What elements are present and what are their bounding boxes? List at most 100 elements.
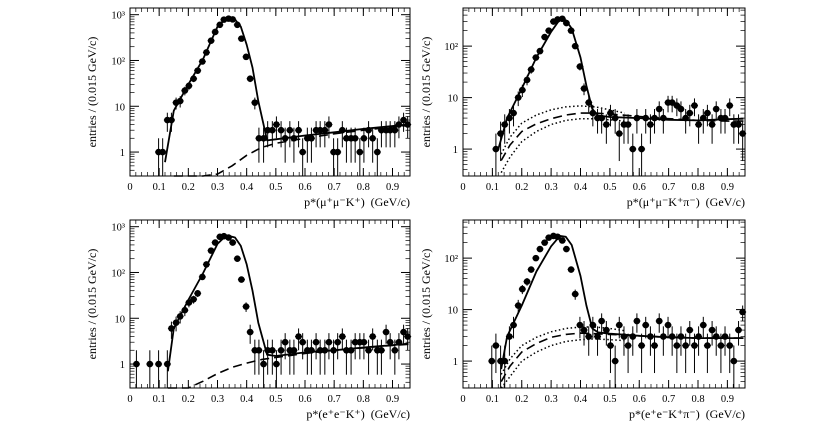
data-point: [735, 326, 742, 334]
data-point: [273, 360, 280, 368]
total-fit-line: [500, 234, 744, 370]
data-point: [334, 338, 341, 346]
data-point: [251, 99, 259, 106]
x-tick-label: 0.6: [633, 394, 646, 405]
data-point: [699, 321, 707, 329]
x-tick-label: 0: [127, 182, 132, 193]
y-axis-label: entries / (0.015 GeV/c): [85, 37, 99, 148]
data-point: [374, 148, 381, 156]
data-point: [514, 302, 522, 309]
data-point: [633, 317, 641, 325]
data-point: [523, 278, 531, 285]
background-dashed-line: [500, 332, 744, 382]
data-point: [651, 342, 658, 349]
plot-frame: [129, 219, 411, 389]
data-point: [532, 254, 540, 262]
data-point: [321, 126, 329, 134]
data-point: [286, 126, 294, 134]
data-point: [691, 102, 698, 109]
data-point: [356, 148, 364, 156]
data-point: [647, 121, 654, 128]
data-point: [255, 346, 263, 354]
y-axis-label: entries / (0.015 GeV/c): [419, 37, 433, 148]
y-tick-label: 10²: [111, 268, 125, 279]
data-point: [238, 276, 245, 283]
data-point: [642, 321, 650, 329]
y-tick-label: 10²: [444, 254, 458, 265]
data-point: [325, 338, 333, 346]
data-point: [708, 326, 716, 334]
data-point: [686, 326, 694, 334]
data-point: [255, 134, 263, 142]
total-fit-line: [497, 18, 744, 150]
plot-frame: [462, 7, 746, 177]
data-point: [378, 346, 385, 354]
x-tick-label: 0: [460, 182, 465, 193]
data-point: [717, 342, 725, 349]
x-tick-label: 0.4: [574, 182, 588, 193]
data-point: [190, 295, 197, 303]
x-tick-label: 0.9: [721, 182, 734, 193]
data-points: [492, 15, 747, 176]
x-axis-label: p*(e⁺e⁻K⁺π⁻) (GeV/c): [629, 407, 745, 421]
data-point: [277, 126, 285, 134]
data-point: [730, 121, 738, 128]
x-tick-label: 0.5: [269, 394, 282, 405]
x-tick-label: 0.3: [211, 394, 224, 405]
data-point: [655, 317, 663, 325]
data-point: [277, 346, 285, 354]
x-tick-label: 0.3: [545, 394, 558, 405]
data-point: [260, 360, 267, 368]
x-tick-label: 0.8: [691, 394, 704, 405]
data-point: [260, 134, 267, 142]
data-point: [146, 360, 154, 368]
y-tick-label: 10³: [111, 11, 125, 22]
background-dotted-line: [500, 326, 625, 375]
x-tick-label: 0.3: [211, 182, 224, 193]
x-tick-label: 0.7: [662, 394, 675, 405]
data-point: [527, 266, 535, 273]
data-point: [664, 321, 672, 329]
data-point: [558, 237, 566, 244]
x-tick-label: 0: [460, 394, 465, 405]
data-point: [391, 346, 399, 354]
background-dashed-line: [173, 124, 409, 177]
x-tick-label: 0.4: [240, 394, 254, 405]
data-point: [624, 121, 632, 128]
data-point: [580, 85, 588, 92]
x-tick-label: 0: [127, 394, 132, 405]
data-point: [704, 109, 711, 117]
x-axis-label: p*(e⁺e⁻K⁺) (GeV/c): [306, 407, 410, 421]
x-axis-label: p*(μ⁺μ⁻K⁺π⁻) (GeV/c): [627, 195, 745, 209]
data-point: [695, 121, 702, 128]
data-point: [673, 342, 681, 349]
y-tick-label: 1: [453, 357, 458, 368]
x-tick-label: 0.4: [574, 394, 588, 405]
data-point: [281, 338, 289, 346]
data-point: [369, 134, 376, 142]
data-point: [726, 102, 734, 109]
panel-4: 0 0.1 0.2 0.3 0.4 0.5 0.6 0.7 0.8 0.9 1 10 10² p*(e⁺e…: [419, 219, 747, 421]
data-point: [624, 342, 632, 349]
x-tick-label: 0.2: [182, 182, 195, 193]
total-fit-line: [167, 234, 409, 372]
data-point: [299, 148, 306, 156]
data-point: [615, 321, 623, 329]
y-axis-label: entries / (0.015 GeV/c): [85, 249, 99, 360]
x-tick-label: 0.1: [153, 394, 166, 405]
y-tick-label: 10²: [444, 42, 458, 53]
panel-1: 0 0.1 0.2 0.3 0.4 0.5 0.6 0.7 0.8 0.9 1 10 10² 10³ p*(…: [85, 7, 412, 209]
data-point: [295, 333, 302, 340]
data-point: [382, 328, 390, 336]
data-point: [704, 342, 711, 349]
data-point: [400, 328, 407, 336]
data-point: [712, 105, 720, 113]
data-points: [488, 232, 747, 388]
total-fit-line: [164, 17, 409, 163]
data-point: [194, 290, 201, 297]
data-point: [369, 333, 376, 340]
x-tick-label: 0.1: [486, 394, 499, 405]
data-point: [400, 116, 407, 124]
data-point: [343, 134, 350, 142]
data-point: [269, 346, 276, 354]
